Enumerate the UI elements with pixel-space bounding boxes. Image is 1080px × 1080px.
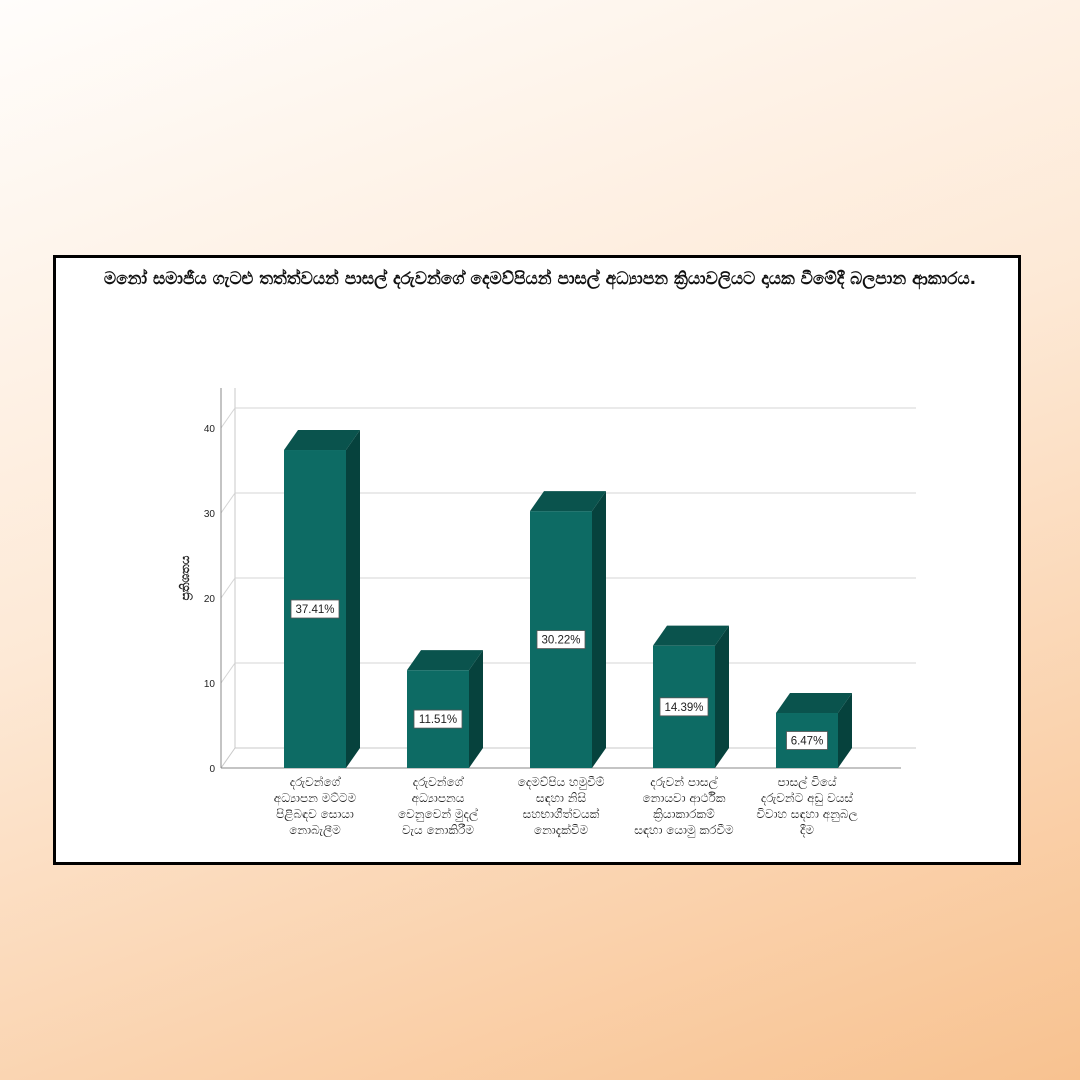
y-tick-label: 30 xyxy=(204,509,216,520)
chart-title: මනෝ සමාජීය ගැටළු තත්ත්වයන් පාසල් දරුවන්ග… xyxy=(103,269,977,289)
data-label: 6.47% xyxy=(791,736,824,748)
data-label: 14.39% xyxy=(664,702,703,714)
chart-frame: මනෝ සමාජීය ගැටළු තත්ත්වයන් පාසල් දරුවන්ග… xyxy=(53,255,1021,865)
data-label-box xyxy=(786,731,828,750)
floor-edge xyxy=(220,747,236,769)
bar-top xyxy=(653,625,729,646)
bar-side xyxy=(838,693,852,768)
data-label-box xyxy=(536,630,586,649)
x-tick-label: දරුවන්ගේ අධ්‍යාපන මට්ටම පිළිබඳව සොයා නොබැලී… xyxy=(274,775,357,838)
x-tick-label: දරුවන්ගේ අධ්‍යාපනය වෙනුවෙන් මුදල් වැය නොකිර… xyxy=(398,775,478,837)
bar-top xyxy=(284,430,360,451)
data-label: 11.51% xyxy=(419,714,457,726)
gridline-diag xyxy=(220,662,236,684)
y-tick-label: 10 xyxy=(204,679,216,690)
bar-top xyxy=(776,693,852,714)
bar-top xyxy=(530,491,606,512)
y-tick-label: 20 xyxy=(204,594,216,605)
y-tick-label: 0 xyxy=(209,764,215,775)
x-tick-label: දරුවන් පාසල් නොයවා ආර්ථික ක්‍රියාකාරකම් සඳහ… xyxy=(634,775,734,838)
x-tick-label: පාසල් වියේ දරුවන්ට අඩු වයස් විවාහ සඳහා අනු… xyxy=(756,775,857,837)
y-axis-label: ප්‍රතිශතය xyxy=(178,555,194,600)
data-label: 37.41% xyxy=(295,604,334,616)
bar-side xyxy=(346,430,360,768)
gridline-diag xyxy=(220,492,236,514)
data-label-box xyxy=(290,599,340,619)
gridline-diag xyxy=(220,577,236,599)
bar-side xyxy=(592,491,606,768)
data-label: 30.22% xyxy=(541,635,580,647)
bar-top xyxy=(407,650,483,671)
bar-side xyxy=(469,650,483,768)
bar-side xyxy=(715,625,729,768)
data-label-box xyxy=(659,697,709,717)
y-tick-label: 40 xyxy=(204,424,216,435)
gridline-diag xyxy=(220,407,236,429)
x-tick-label: දෙමව්පිය හමුවීම් සඳහා නිසි සහභාගීත්වයක් නොද… xyxy=(518,775,605,838)
data-label-box xyxy=(413,709,463,729)
bar-chart: 0 10 20 30 40 ප්‍රතිශතය 37.41% දරුවන්ගේ අධ්‍යාපන… xyxy=(178,388,916,838)
